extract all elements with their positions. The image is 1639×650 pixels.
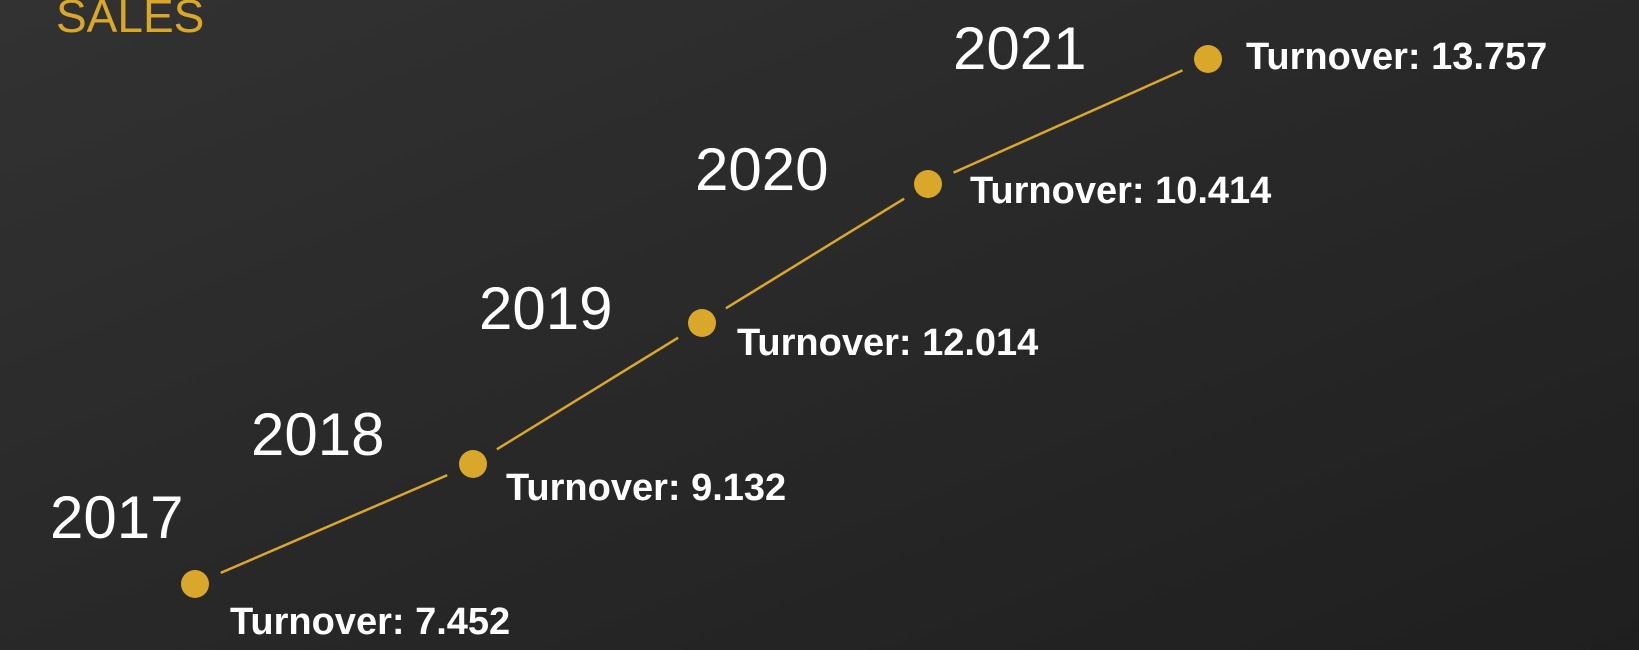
slide-title: SALES [56,0,204,42]
timeline-dot [688,309,716,337]
timeline-dot [914,170,942,198]
year-label: 2019 [479,275,612,342]
timeline: 2017 Turnover: 7.452 2018 Turnover: 9.132 20… [50,15,1547,643]
year-label: 2021 [953,15,1086,82]
connector [953,69,1183,174]
year-label: 2017 [50,484,183,551]
turnover-label: Turnover: 12.014 [737,322,1038,364]
connector [220,473,448,575]
connector [725,197,905,310]
turnover-label: Turnover: 7.452 [230,601,510,643]
year-label: 2018 [251,401,384,468]
turnover-label: Turnover: 13.757 [1246,36,1547,78]
year-label: 2020 [695,136,828,203]
timeline-dot [181,570,209,598]
timeline-dot [459,450,487,478]
turnover-label: Turnover: 10.414 [970,170,1271,212]
connector [496,336,679,451]
timeline-dot [1194,45,1222,73]
turnover-label: Turnover: 9.132 [506,467,786,509]
